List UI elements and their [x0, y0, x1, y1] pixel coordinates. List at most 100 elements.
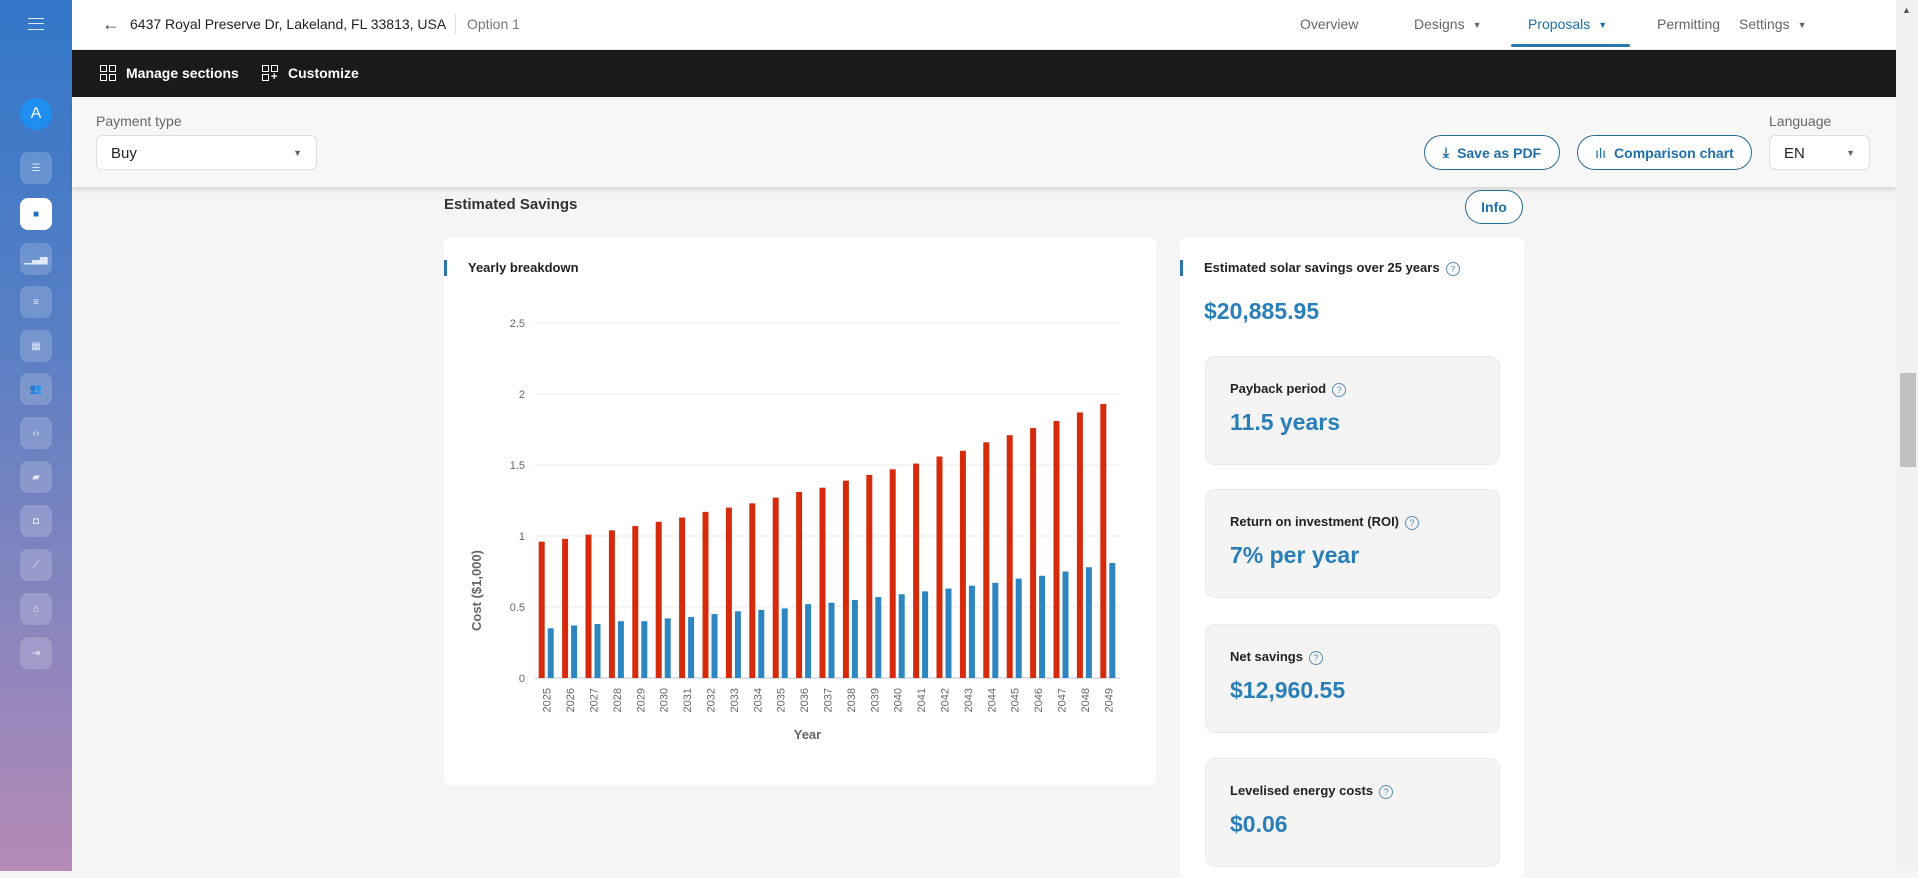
solar-savings-card: Estimated solar savings over 25 years? $… [1180, 238, 1524, 878]
button-label: Save as PDF [1457, 144, 1542, 161]
sidebar-item-folder-settings[interactable]: ▰ [20, 461, 52, 493]
menu-icon[interactable] [28, 18, 44, 30]
bar-blue [1085, 567, 1092, 678]
avatar[interactable]: A [20, 98, 52, 130]
tab-designs[interactable]: Designs ▼ [1414, 16, 1482, 32]
sidebar-item-bar-chart[interactable]: ▁▃▅ [20, 243, 52, 275]
x-tick-label: 2043 [963, 688, 975, 712]
button-label: Manage sections [126, 65, 239, 81]
bar-red [702, 511, 709, 678]
sidebar-item-logout[interactable]: ⇥ [20, 637, 52, 669]
scroll-up-icon[interactable]: ▲ [1902, 5, 1911, 15]
back-arrow-icon[interactable]: ← [102, 14, 120, 34]
x-tick-label: 2033 [729, 688, 741, 712]
tab-permitting[interactable]: Permitting [1657, 16, 1720, 32]
x-tick-label: 2027 [589, 688, 601, 712]
stat-label: Payback period [1230, 381, 1327, 396]
sidebar-item-buildings[interactable]: ▦ [20, 330, 52, 362]
stat-value: $0.06 [1230, 811, 1288, 837]
list-icon: ☰ [31, 162, 41, 174]
tab-label: Overview [1300, 16, 1359, 32]
bar-red [842, 480, 849, 678]
help-icon[interactable]: ? [1405, 515, 1420, 530]
bar-blue [1039, 575, 1046, 678]
y-tick-label: 0.5 [510, 602, 525, 614]
x-tick-label: 2046 [1033, 688, 1045, 712]
x-axis-label: Year [794, 727, 821, 742]
info-button[interactable]: Info [1465, 190, 1523, 224]
sidebar-item-users[interactable]: 👥 [20, 373, 52, 405]
sidebar-item-code[interactable]: ‹› [20, 417, 52, 449]
tab-proposals[interactable]: Proposals ▼ [1528, 16, 1607, 32]
tab-overview[interactable]: Overview [1300, 16, 1358, 32]
bar-red [608, 530, 615, 678]
bar-red [562, 538, 569, 678]
customize-button[interactable]: + Customize [262, 65, 359, 83]
bar-red [725, 507, 732, 678]
sidebar-item-wallet[interactable]: ◘ [20, 505, 52, 537]
stat-label: Net savings [1230, 649, 1303, 664]
x-tick-label: 2025 [542, 688, 554, 712]
x-tick-label: 2036 [799, 688, 811, 712]
save-as-pdf-button[interactable]: ⤓ Save as PDF [1424, 135, 1560, 170]
x-tick-label: 2037 [823, 688, 835, 712]
bar-blue [758, 609, 765, 678]
payment-type-select[interactable]: Buy ▼ [96, 135, 317, 170]
x-tick-label: 2031 [682, 688, 694, 712]
help-icon[interactable]: ? [1445, 261, 1460, 276]
y-tick-label: 0 [519, 673, 525, 685]
savings-title: Estimated solar savings over 25 years? [1204, 260, 1460, 276]
x-tick-label: 2040 [893, 688, 905, 712]
bar-red [632, 526, 639, 678]
button-label: Customize [288, 65, 359, 81]
users-icon: 👥 [29, 383, 43, 395]
bar-red [1100, 403, 1107, 678]
active-tab-indicator [1511, 44, 1630, 47]
manage-sections-button[interactable]: Manage sections [100, 65, 239, 81]
tab-settings[interactable]: Settings ▼ [1739, 16, 1807, 32]
section-title: Estimated Savings [444, 196, 578, 213]
bar-blue [828, 602, 835, 678]
bar-blue [688, 616, 695, 678]
scrollbar-thumb[interactable] [1900, 373, 1916, 467]
bar-red [538, 541, 545, 678]
sidebar-item-bank[interactable]: ⌂ [20, 593, 52, 625]
bar-blue [594, 624, 601, 678]
tab-label: Designs [1414, 16, 1465, 32]
stat-label: Levelised energy costs [1230, 783, 1374, 798]
x-tick-label: 2029 [635, 688, 647, 712]
sidebar-item-trend-chart[interactable]: ⟋ [20, 549, 52, 581]
bar-red [585, 534, 592, 678]
sidebar-item-briefcase[interactable]: ■ [20, 198, 52, 230]
x-tick-label: 2045 [1010, 688, 1022, 712]
y-tick-label: 2.5 [510, 318, 525, 330]
x-tick-label: 2032 [706, 688, 718, 712]
help-icon[interactable]: ? [1379, 784, 1394, 799]
scrollbar[interactable]: ▲ [1896, 0, 1918, 871]
bar-blue [664, 618, 671, 678]
bar-red [913, 463, 920, 678]
top-nav: ← 6437 Royal Preserve Dr, Lakeland, FL 3… [72, 0, 1896, 50]
stat-label: Return on investment (ROI) [1230, 514, 1400, 529]
help-icon[interactable]: ? [1332, 382, 1347, 397]
bar-blue [875, 597, 882, 678]
payment-type-label: Payment type [96, 113, 182, 129]
language-select[interactable]: EN ▼ [1769, 135, 1870, 170]
help-icon[interactable]: ? [1308, 650, 1323, 665]
comparison-chart-button[interactable]: ılı Comparison chart [1577, 135, 1752, 170]
bar-blue [922, 591, 929, 678]
x-tick-label: 2035 [776, 688, 788, 712]
bar-blue [641, 621, 648, 678]
accent-bar [444, 260, 447, 276]
bar-red [1076, 412, 1083, 678]
sidebar-item-database[interactable]: ≡ [20, 286, 52, 318]
option-label[interactable]: Option 1 [467, 16, 520, 32]
bar-blue [1015, 578, 1022, 678]
bar-red [1053, 420, 1060, 678]
y-tick-label: 2 [519, 389, 525, 401]
stat-net-savings: Net savings? $12,960.55 [1205, 624, 1500, 733]
bar-red [959, 450, 966, 678]
bar-blue [617, 621, 624, 678]
sidebar-item-list[interactable]: ☰ [20, 152, 52, 184]
stat-payback-period: Payback period? 11.5 years [1205, 356, 1500, 465]
